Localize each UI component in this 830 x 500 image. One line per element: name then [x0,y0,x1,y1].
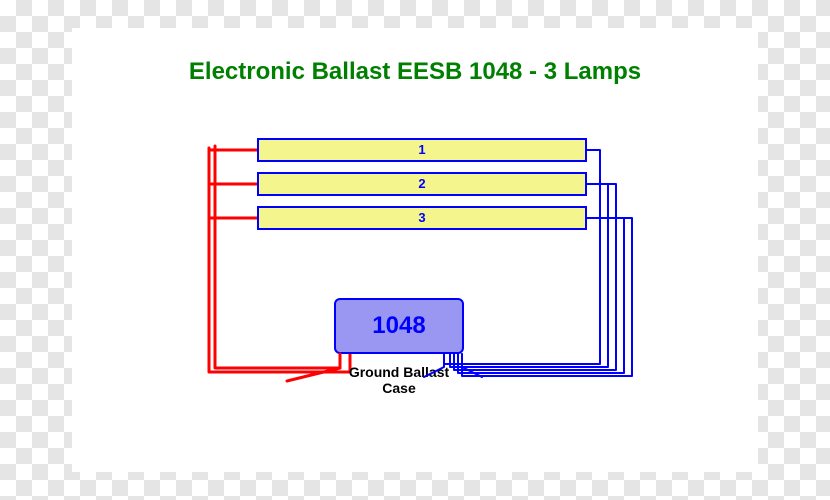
diagram-canvas: Electronic Ballast EESB 1048 - 3 Lamps 1… [72,28,758,472]
arrows-svg [72,28,758,472]
